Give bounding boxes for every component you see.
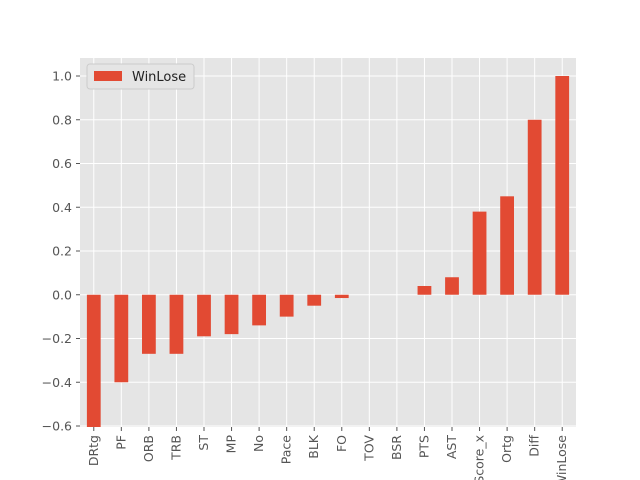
bar-ortg [500,196,514,295]
x-tick-label: Diff [527,435,542,457]
y-tick-label: 0.6 [52,156,72,171]
bar-trb [169,294,184,354]
x-tick-label: PTS [416,435,431,458]
bar-orb [142,294,156,354]
y-tick-label: −0.6 [42,419,72,434]
bar-ast [445,277,459,295]
bar-winlose [555,76,570,295]
x-tick-label: Score_x [472,435,487,480]
legend-swatch [94,71,122,81]
x-tick-label: PF [113,435,128,450]
x-tick-label: Ortg [499,435,514,463]
x-tick-label: BSR [389,435,404,460]
bar-st [197,294,211,337]
x-tick-label: DRtg [86,435,101,466]
y-tick-label: −0.2 [42,331,72,346]
legend: WinLose [86,63,195,90]
bar-no [252,294,266,326]
legend-label-winlose: WinLose [132,70,186,85]
y-tick-label: 0.8 [52,112,72,127]
x-tick-label: ST [196,435,211,451]
x-tick-label: TOV [361,435,376,462]
legend-box [86,63,195,90]
bar-score_x [472,211,487,295]
bar-fo [334,294,349,299]
x-tick-label: TRB [168,435,183,461]
x-tick-label: Pace [279,435,294,465]
y-tick-label: 1.0 [52,69,72,84]
y-tick-label: 0.0 [52,287,72,302]
bar-pf [114,294,129,383]
y-tick-label: 0.4 [52,200,72,215]
x-tick-label: No [251,435,266,452]
y-tick-label: 0.2 [52,244,72,259]
x-tick-label: MP [224,435,239,454]
bar-diff [527,119,542,295]
bar-pts [417,286,432,295]
bars [86,76,570,427]
bar-pace [279,294,294,317]
x-axis-ticks: DRtg PF ORB TRB ST MP No Pace BLK FO TOV BSR PTS AST S… [86,427,569,480]
bar-blk [307,294,322,306]
x-tick-label: WinLose [554,435,569,480]
x-tick-label: AST [444,435,459,459]
bar-drtg [86,294,101,427]
y-axis-ticks: −0.6 −0.4 −0.2 0.0 0.2 0.4 0.6 0.8 1.0 [42,69,80,434]
x-tick-label: ORB [141,435,156,462]
bar-mp [224,294,239,335]
x-tick-label: BLK [306,434,321,459]
y-tick-label: −0.4 [42,375,72,390]
x-tick-label: FO [334,435,349,452]
